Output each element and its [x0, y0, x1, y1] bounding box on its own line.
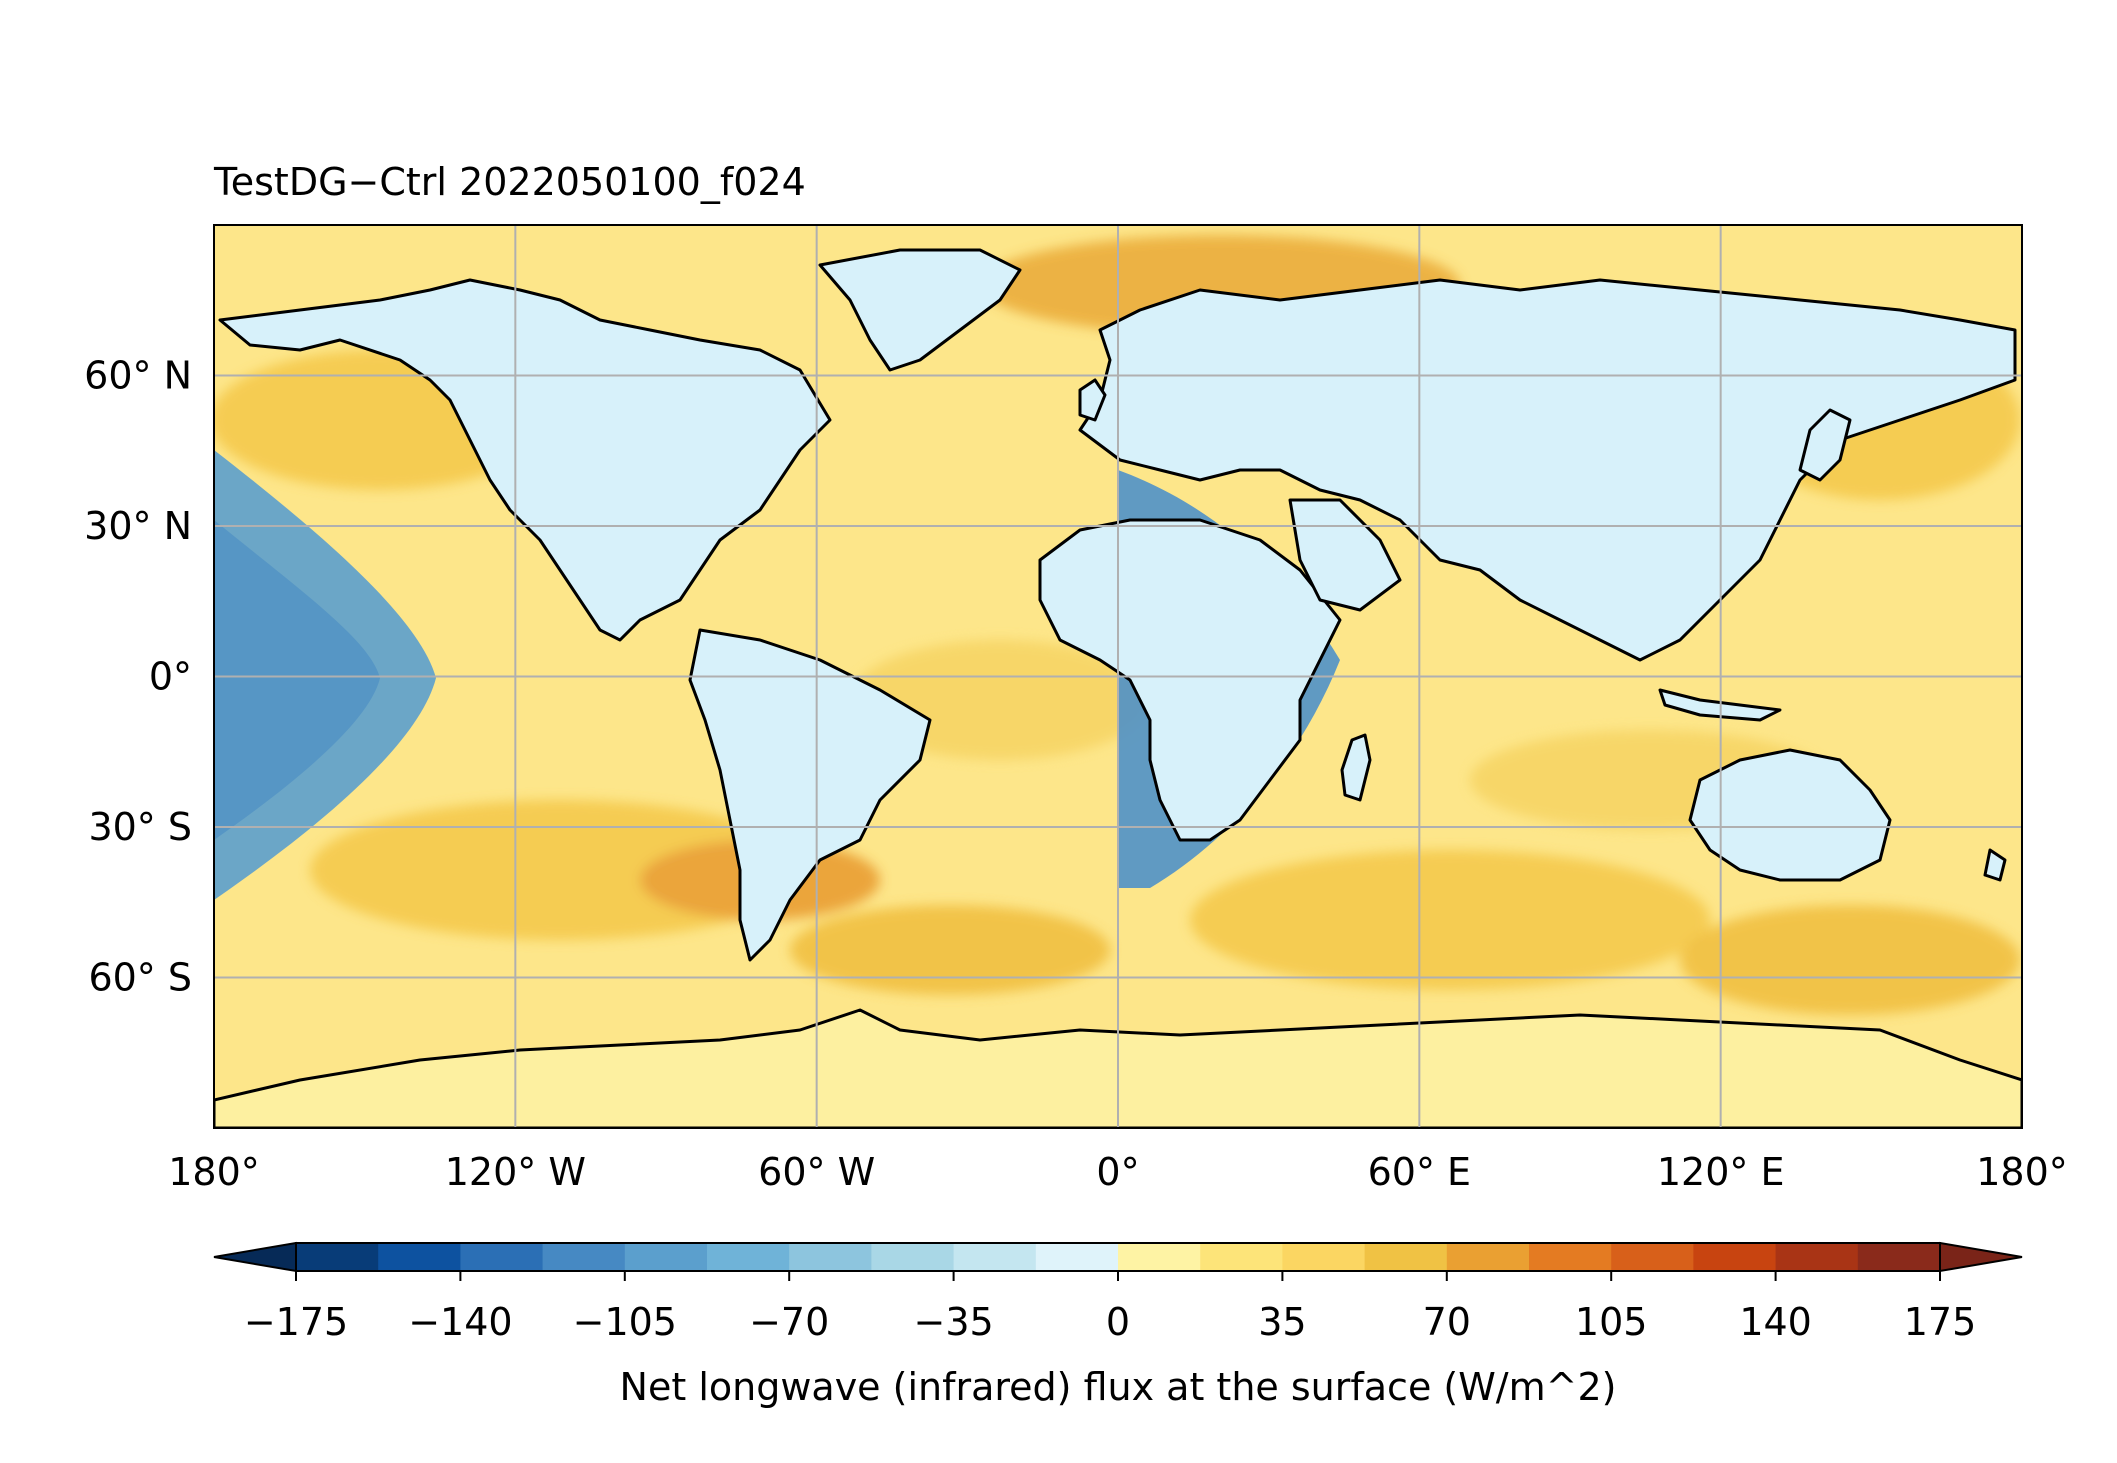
africa: [1038, 518, 1342, 842]
warm-patch: [1680, 905, 2020, 1015]
colorbar-tick-label: −35: [913, 1300, 993, 1344]
cold-sector-pacific-inner: [214, 520, 380, 840]
colorbar-segment: [1857, 1243, 1941, 1271]
lon-tick-label: 180°: [168, 1150, 260, 1194]
lon-tick-label: 0°: [1096, 1150, 1139, 1194]
colorbar-segment: [624, 1243, 708, 1271]
arabia: [1288, 498, 1402, 612]
colorbar-segment: [460, 1243, 544, 1271]
australia: [1688, 748, 1892, 882]
colorbar-extend-under: [213, 1241, 297, 1273]
colorbar-segment: [1282, 1243, 1366, 1271]
gridlines: [214, 225, 2022, 1128]
colorbar-segment: [1693, 1243, 1777, 1271]
colorbar-segment: [953, 1243, 1037, 1271]
colorbar-segment: [1529, 1243, 1612, 1271]
colorbar-tick-label: −105: [573, 1300, 677, 1344]
north-america: [218, 278, 832, 642]
lat-tick-labels: 60° N 30° N 0° 30° S 60° S: [84, 354, 192, 1000]
warm-patch: [1190, 850, 1710, 990]
colorbar-tick-label: 0: [1106, 1300, 1130, 1344]
colorbar-tick-label: 70: [1423, 1300, 1471, 1344]
colorbar-segment: [378, 1243, 461, 1271]
colorbar-tick-label: −70: [749, 1300, 829, 1344]
colorbar-tick-label: 175: [1904, 1300, 1977, 1344]
lat-tick-label: 60° N: [84, 354, 192, 398]
lon-tick-label: 60° W: [758, 1150, 875, 1194]
colorbar-tick-label: −175: [244, 1300, 348, 1344]
map-title: TestDG−Ctrl 2022050100_f024: [213, 160, 806, 204]
lat-tick-label: 30° N: [84, 504, 192, 548]
colorbar-ticks: −175 −140 −105 −70 −35 0 35 70 105 140 175: [244, 1271, 1976, 1344]
japan: [1798, 408, 1852, 482]
colorbar-segments: [296, 1243, 1941, 1271]
colorbar-segment: [1446, 1243, 1530, 1271]
colorbar-extend-over: [1939, 1241, 2023, 1273]
south-america: [688, 628, 932, 962]
lon-tick-label: 60° E: [1368, 1150, 1471, 1194]
map-frame: [213, 224, 2023, 1129]
colorbar-tick-label: 105: [1575, 1300, 1648, 1344]
madagascar: [1340, 733, 1372, 802]
colorbar: −175 −140 −105 −70 −35 0 35 70 105 140 175 Net lon…: [213, 1241, 2023, 1409]
new-zealand: [1983, 848, 2007, 882]
colorbar-segment: [542, 1243, 626, 1271]
colorbar-tick-label: 140: [1739, 1300, 1812, 1344]
colorbar-segment: [296, 1243, 379, 1271]
colorbar-segment: [1035, 1243, 1119, 1271]
lon-tick-label: 120° E: [1657, 1150, 1785, 1194]
colorbar-segment: [707, 1243, 790, 1271]
colorbar-tick-label: 35: [1258, 1300, 1306, 1344]
warm-patch: [790, 905, 1110, 995]
lat-tick-label: 0°: [149, 655, 192, 699]
british-isles: [1078, 378, 1107, 422]
colorbar-segment: [1200, 1243, 1283, 1271]
colorbar-label: Net longwave (infrared) flux at the surf…: [620, 1365, 1617, 1409]
colorbar-segment: [1775, 1243, 1859, 1271]
lat-tick-label: 30° S: [88, 805, 192, 849]
greenland: [818, 248, 1022, 372]
colorbar-segment: [789, 1243, 872, 1271]
colorbar-segment: [1118, 1243, 1201, 1271]
colorbar-tick-label: −140: [408, 1300, 512, 1344]
colorbar-segment: [1611, 1243, 1694, 1271]
colorbar-segment: [1364, 1243, 1448, 1271]
lon-tick-label: 120° W: [445, 1150, 586, 1194]
lat-tick-label: 60° S: [88, 956, 192, 1000]
lon-tick-labels: 180° 120° W 60° W 0° 60° E 120° E 180°: [168, 1150, 2068, 1194]
colorbar-segment: [871, 1243, 955, 1271]
lon-tick-label: 180°: [1976, 1150, 2068, 1194]
map-panel: 60° N 30° N 0° 30° S 60° S 180° 120° W 60° W 0°…: [84, 224, 2068, 1194]
